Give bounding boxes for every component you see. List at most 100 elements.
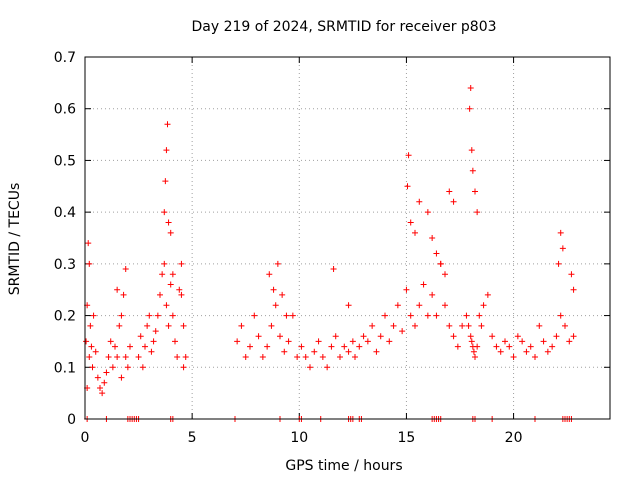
x-tick-label: 20 <box>505 430 523 446</box>
data-point <box>272 302 279 309</box>
y-tick-label: 0.4 <box>54 205 76 221</box>
data-point <box>467 333 474 340</box>
data-point <box>281 348 288 355</box>
data-point <box>476 312 483 319</box>
data-point <box>519 338 526 345</box>
data-point <box>148 348 155 355</box>
data-point <box>105 353 112 360</box>
data-point <box>311 348 318 355</box>
data-point <box>442 271 448 278</box>
data-point <box>161 209 168 216</box>
data-point <box>122 353 129 360</box>
data-point <box>489 333 496 340</box>
data-point <box>373 348 380 355</box>
data-point <box>234 338 241 345</box>
data-point <box>553 333 560 340</box>
data-point <box>429 235 436 241</box>
data-point <box>167 229 174 236</box>
data-point <box>502 338 508 345</box>
data-point <box>328 343 335 350</box>
data-point <box>352 353 358 360</box>
chart-title: Day 219 of 2024, SRMTID for receiver p80… <box>191 19 496 35</box>
data-point <box>341 343 348 350</box>
data-point <box>566 338 573 345</box>
data-point <box>283 312 290 319</box>
data-point <box>268 322 275 329</box>
data-point <box>144 322 151 329</box>
data-point <box>178 291 185 298</box>
data-point <box>127 343 133 350</box>
data-point <box>407 312 414 319</box>
data-point <box>506 343 513 350</box>
data-point <box>386 338 393 345</box>
data-point <box>152 328 159 335</box>
data-point <box>364 338 371 345</box>
x-tick-label: 15 <box>398 430 416 446</box>
data-point <box>289 312 296 319</box>
data-point <box>135 353 142 360</box>
data-point <box>404 183 411 190</box>
data-point <box>382 312 388 319</box>
data-point <box>159 271 166 278</box>
data-point <box>122 266 129 273</box>
data-point <box>174 353 181 360</box>
data-point <box>399 328 406 335</box>
data-point <box>92 348 99 355</box>
data-point <box>497 348 504 355</box>
data-point <box>330 266 337 273</box>
data-point <box>442 302 448 309</box>
data-point <box>555 260 562 267</box>
data-point <box>118 374 125 381</box>
data-point <box>182 353 189 360</box>
data-point <box>416 198 423 205</box>
data-point <box>167 281 174 288</box>
data-point <box>478 322 485 329</box>
data-point <box>279 291 286 298</box>
data-point <box>446 188 453 195</box>
data-point <box>109 364 116 371</box>
data-point <box>103 369 110 376</box>
data-point <box>165 322 172 329</box>
data-point <box>465 322 472 329</box>
plot-frame <box>84 56 611 420</box>
data-point <box>114 286 121 293</box>
data-point <box>568 271 575 278</box>
data-point <box>169 271 176 278</box>
data-point <box>536 322 543 329</box>
data-point <box>424 209 431 216</box>
data-point <box>116 322 123 329</box>
data-point <box>270 286 277 293</box>
data-point <box>118 312 125 319</box>
data-point <box>112 343 118 350</box>
data-point <box>114 353 121 360</box>
data-point <box>429 291 436 298</box>
data-point <box>463 312 470 319</box>
data-point <box>510 353 517 360</box>
data-layer <box>83 85 577 397</box>
data-point <box>162 178 169 185</box>
y-tick-label: 0.6 <box>54 102 76 118</box>
data-point <box>307 364 313 371</box>
data-point <box>86 353 93 360</box>
data-point <box>169 312 176 319</box>
data-point <box>154 312 161 319</box>
data-point <box>433 250 440 257</box>
data-point <box>83 338 90 345</box>
data-point <box>172 338 178 345</box>
y-tick-label: 0.7 <box>54 50 76 66</box>
data-point <box>178 260 185 267</box>
data-point <box>180 364 187 371</box>
data-point <box>450 198 457 205</box>
data-point <box>562 322 568 329</box>
data-point <box>472 353 478 360</box>
data-point <box>459 322 466 329</box>
data-point <box>142 343 148 350</box>
data-point <box>468 147 475 154</box>
data-point <box>403 286 410 293</box>
data-point <box>523 348 530 355</box>
data-point <box>277 333 283 340</box>
x-tick-label: 10 <box>290 430 308 446</box>
data-point <box>474 343 481 350</box>
data-point <box>337 353 343 360</box>
